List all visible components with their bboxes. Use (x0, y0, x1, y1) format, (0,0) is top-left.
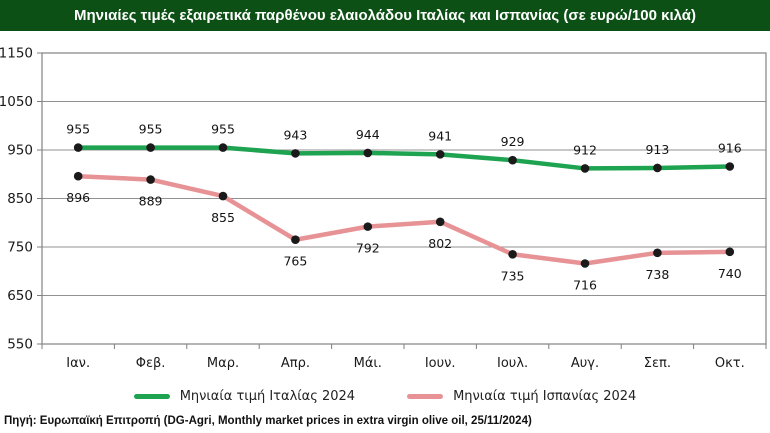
data-label: 716 (573, 277, 597, 292)
data-point (73, 171, 83, 181)
line-chart: 550 650 750 850 950 1050 1150 Ιαν. Φεβ. Μαρ. Απρ. Μ… (0, 46, 767, 371)
data-point (580, 164, 590, 173)
data-point (291, 149, 300, 158)
data-label: 738 (645, 267, 669, 282)
x-axis-label: Φεβ. (136, 356, 166, 371)
series-line-1 (75, 173, 733, 266)
data-label: 916 (718, 140, 742, 155)
data-point (218, 143, 228, 152)
data-point (580, 259, 590, 268)
data-label: 896 (66, 190, 90, 205)
data-label: 740 (718, 266, 742, 281)
data-point (435, 217, 445, 227)
y-axis-label: 1150 (0, 46, 33, 62)
italy-line-swatch (133, 393, 170, 399)
data-label: 955 (211, 122, 235, 137)
y-axis-label: 750 (7, 240, 33, 256)
data-point (146, 143, 155, 152)
x-axis-label: Ιαν. (66, 356, 90, 371)
data-label: 889 (139, 194, 163, 209)
legend-item-spain: Μηνιαία τιμή Ισπανίας 2024 (407, 389, 636, 404)
chart-legend: Μηνιαία τιμή Ιταλίας 2024 Μηνιαία τιμή Ι… (0, 386, 770, 406)
x-axis-label: Ιουν. (425, 356, 456, 371)
data-point (653, 163, 662, 173)
y-axis-label: 950 (7, 143, 33, 159)
data-point (725, 247, 735, 257)
data-point (653, 248, 662, 258)
data-point (218, 191, 228, 201)
data-label: 941 (428, 128, 452, 143)
data-point (146, 175, 155, 184)
y-axis-label: 550 (7, 337, 33, 353)
data-label: 913 (645, 142, 669, 157)
data-label: 792 (356, 241, 380, 256)
data-point (363, 148, 373, 158)
data-point (508, 249, 517, 259)
x-axis-label: Αυγ. (571, 356, 599, 371)
y-axis-label: 1050 (0, 94, 33, 110)
legend-item-italy: Μηνιαία τιμή Ιταλίας 2024 (133, 388, 356, 404)
x-axis-label: Μάι. (354, 356, 382, 371)
data-label: 929 (501, 134, 525, 149)
data-point (508, 155, 517, 165)
data-label: 912 (573, 142, 597, 157)
data-label: 765 (283, 254, 307, 269)
data-label: 944 (356, 127, 380, 142)
legend-label-italy: Μηνιαία τιμή Ιταλίας 2024 (179, 388, 356, 404)
data-label: 735 (501, 268, 525, 283)
data-point (73, 143, 83, 152)
source-note: Πηγή: Ευρωπαϊκή Επιτροπή (DG-Agri, Month… (4, 415, 532, 427)
chart-title: Μηνιαίες τιμές εξαιρετικά παρθένου ελαιο… (74, 7, 696, 24)
legend-label-spain: Μηνιαία τιμή Ισπανίας 2024 (453, 388, 637, 404)
data-label: 943 (283, 127, 307, 142)
data-label: 955 (66, 122, 90, 137)
y-axis-label: 850 (7, 191, 33, 207)
spain-line-swatch (407, 393, 444, 399)
x-axis-label: Σεπ. (644, 356, 671, 371)
data-label: 955 (139, 122, 163, 137)
x-axis-label: Οκτ. (715, 356, 745, 371)
x-axis-label: Μαρ. (207, 356, 239, 371)
y-axis-label: 650 (7, 288, 33, 304)
data-point (725, 162, 735, 171)
x-axis-label: Ιουλ. (497, 356, 528, 371)
series-line-0 (75, 145, 733, 171)
chart-title-bar: Μηνιαίες τιμές εξαιρετικά παρθένου ελαιο… (0, 0, 770, 31)
data-label: 802 (428, 236, 452, 251)
data-label: 855 (211, 210, 235, 225)
data-point (363, 222, 373, 231)
x-axis-label: Απρ. (281, 356, 310, 371)
data-point (291, 235, 300, 245)
data-point (435, 150, 445, 159)
